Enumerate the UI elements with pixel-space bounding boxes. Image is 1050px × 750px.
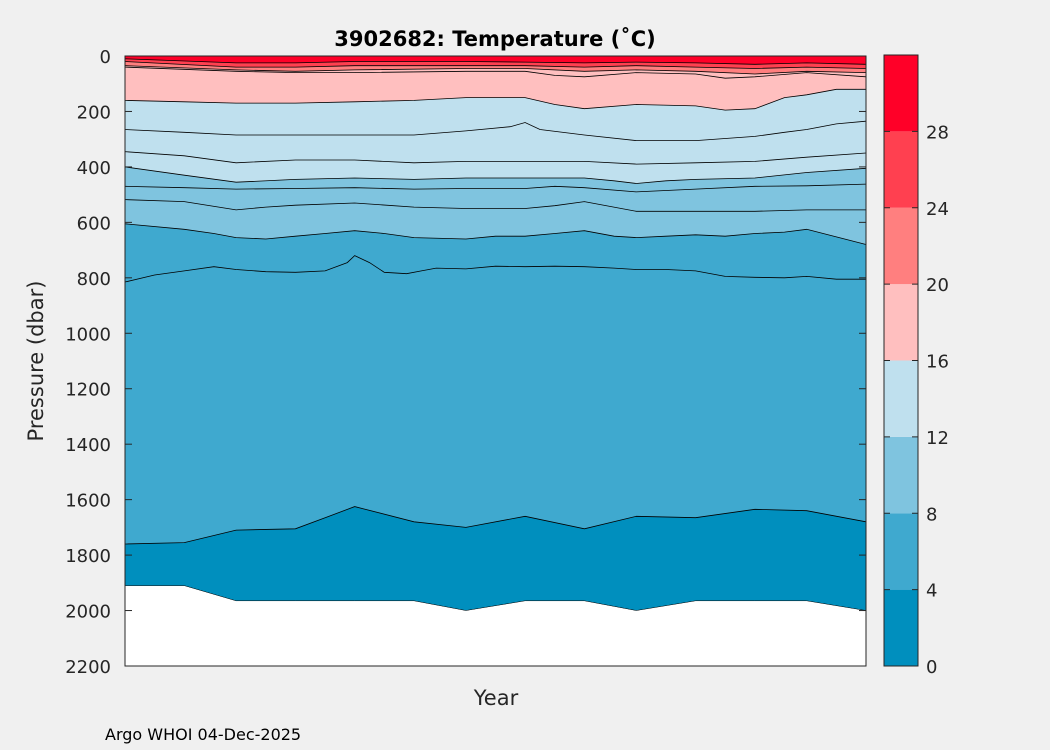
colorbar-tick-label: 4 — [926, 581, 937, 602]
isotherm-10C — [124, 199, 866, 212]
plot-frame — [124, 55, 867, 667]
isotherm-lines — [124, 58, 867, 611]
isotherm-8C — [124, 223, 867, 245]
colorbar-tick-label: 20 — [926, 275, 949, 296]
y-axis: 0 200 400 600 800 1000 1200 1400 1600 1800 2000 220… — [65, 47, 866, 678]
colorbar-segment-8-12 — [884, 436, 918, 514]
y-axis-label: Pressure (dbar) — [24, 281, 48, 442]
isotherm-11C — [124, 183, 867, 193]
colorbar-segment-20-24 — [884, 207, 918, 285]
y-tick-label: 2000 — [65, 602, 111, 623]
isotherm-24C — [124, 61, 867, 69]
x-axis-label: Year — [473, 686, 519, 710]
isotherm-13C — [124, 151, 867, 165]
colorbar-segment-16-20 — [884, 284, 918, 361]
y-tick-label: 600 — [77, 213, 111, 234]
y-tick-label: 1800 — [65, 546, 111, 567]
isotherm-6C — [124, 255, 866, 283]
y-tick-label: 1200 — [65, 380, 111, 401]
y-tick-label: 2200 — [65, 657, 111, 678]
colorbar-segment-24-28 — [884, 131, 918, 208]
isotherm-12C — [124, 166, 867, 184]
y-tick-label: 1600 — [65, 491, 111, 512]
colorbar: 0 4 8 12 16 20 24 28 — [883, 54, 949, 678]
chart-title: 3902682: Temperature (˚C) — [334, 27, 655, 51]
colorbar-tick-label: 24 — [926, 199, 949, 220]
colorbar-segment-12-16 — [884, 360, 918, 437]
colorbar-tick-label: 0 — [926, 657, 937, 678]
y-tick-label: 1000 — [65, 324, 111, 345]
colorbar-segment-4-8 — [884, 513, 918, 590]
colorbar-tick-label: 12 — [926, 428, 949, 449]
colorbar-tick-label: 8 — [926, 504, 937, 525]
isotherm-26C — [124, 58, 867, 65]
y-tick-label: 0 — [100, 47, 111, 68]
data-bottom-line — [125, 585, 867, 611]
y-tick-label: 800 — [77, 269, 111, 290]
colorbar-tick-label: 28 — [926, 122, 949, 143]
colorbar-segment-0-4 — [884, 589, 918, 666]
colorbar-segment-28-32 — [884, 55, 918, 132]
y-tick-label: 1400 — [65, 435, 111, 456]
temperature-bands — [125, 56, 866, 611]
colorbar-tick-label: 16 — [926, 352, 949, 373]
isotherm-14C — [124, 120, 867, 142]
plot-area: 0 200 400 600 800 1000 1200 1400 1600 1800 2000 220… — [65, 47, 867, 678]
isotherm-20C — [124, 65, 867, 75]
y-tick-label: 200 — [77, 102, 111, 123]
footer-credit: Argo WHOI 04-Dec-2025 — [105, 725, 302, 744]
isotherm-16C — [124, 88, 866, 111]
isotherm-2C — [124, 506, 867, 545]
isotherm-18C — [124, 66, 867, 79]
band-below-2C — [125, 506, 866, 611]
y-tick-label: 400 — [77, 158, 111, 179]
